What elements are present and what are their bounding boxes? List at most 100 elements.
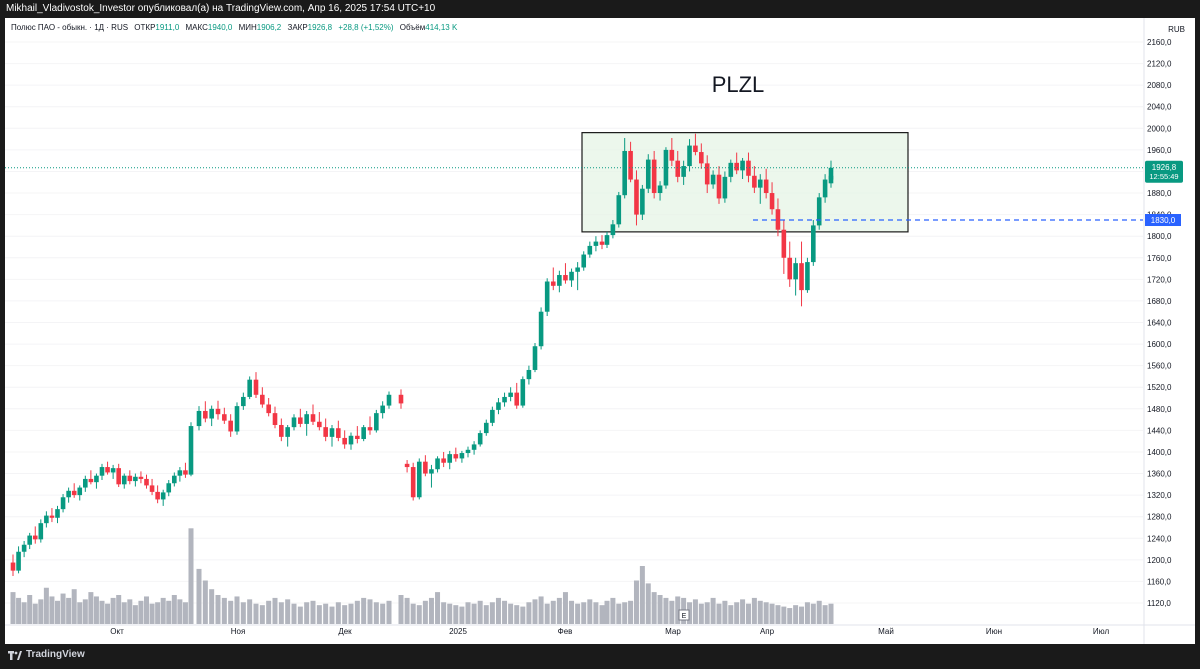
- low-label: МИН: [238, 23, 257, 32]
- candle-body: [49, 515, 55, 518]
- last-price-text: 1926,8: [1152, 163, 1177, 172]
- chart-panel[interactable]: 2160,02120,02080,02040,02000,01960,01920…: [5, 18, 1195, 644]
- candle-body: [651, 159, 657, 194]
- chart-canvas[interactable]: 2160,02120,02080,02040,02000,01960,01920…: [5, 18, 1195, 644]
- candle-body: [121, 475, 127, 485]
- volume-bar: [77, 602, 83, 624]
- candle-body: [166, 483, 172, 493]
- candle-body: [196, 410, 202, 427]
- volume-bar: [149, 603, 155, 624]
- volume-bar: [291, 603, 297, 624]
- candle-body: [816, 197, 822, 226]
- y-tick-label: 1560,0: [1147, 362, 1172, 371]
- candle-body: [348, 435, 354, 445]
- candle-body: [291, 417, 297, 428]
- volume-bar: [82, 599, 88, 624]
- volume-bar: [793, 605, 799, 624]
- candle-body: [569, 271, 574, 281]
- y-tick-label: 1880,0: [1147, 189, 1172, 198]
- x-tick-label: Окт: [110, 627, 124, 636]
- volume-bar: [471, 603, 477, 624]
- candle-body: [532, 346, 538, 370]
- candle-body: [94, 475, 99, 483]
- candle-body: [781, 229, 787, 258]
- symbol-name[interactable]: Полюс ПАО - обыкн. · 1Д · RUS: [11, 23, 129, 32]
- volume-bar: [799, 606, 805, 624]
- volume-bar: [60, 593, 66, 624]
- volume-bar: [367, 599, 373, 624]
- candle-body: [21, 544, 27, 552]
- candle-body: [83, 478, 88, 488]
- tradingview-logo: TradingView: [0, 644, 85, 666]
- candle-body: [416, 461, 422, 498]
- candle-body: [203, 410, 208, 419]
- publisher-text: Mikhail_Vladivostok_Investor опубликовал…: [6, 3, 436, 14]
- volume-bar: [310, 600, 316, 624]
- candle-body: [253, 379, 259, 395]
- candle-body: [483, 422, 489, 434]
- volume-bar: [240, 602, 246, 624]
- volume-bar: [329, 606, 335, 624]
- x-tick-label: Фев: [558, 627, 573, 636]
- candle-body: [822, 179, 828, 198]
- volume-bar: [769, 603, 775, 624]
- candle-body: [127, 475, 133, 482]
- candle-body: [105, 467, 110, 473]
- volume-bar: [116, 595, 122, 624]
- volume-bar: [716, 603, 722, 624]
- volume-bar: [562, 592, 568, 624]
- volume-bar: [751, 597, 757, 624]
- candle-body: [99, 467, 105, 476]
- candle-body: [520, 379, 526, 406]
- candle-body: [272, 413, 278, 425]
- volume-bar: [514, 605, 520, 624]
- candle-body: [116, 468, 121, 485]
- volume-bar: [16, 597, 22, 624]
- candle-body: [593, 241, 599, 246]
- candle-body: [304, 414, 309, 424]
- volume-bar: [386, 600, 392, 624]
- last-price-tag: [1145, 160, 1183, 183]
- volume-bar: [556, 597, 562, 624]
- volume-bar: [49, 596, 55, 624]
- candle-body: [557, 275, 562, 286]
- volume-bar: [202, 580, 208, 624]
- y-tick-label: 2080,0: [1147, 81, 1172, 90]
- y-tick-label: 1440,0: [1147, 426, 1172, 435]
- x-tick-label: Май: [878, 627, 894, 636]
- volume-bar: [477, 600, 483, 624]
- y-tick-label: 1800,0: [1147, 232, 1172, 241]
- volume-bar: [285, 599, 291, 624]
- candle-body: [575, 267, 580, 272]
- candle-body: [310, 414, 316, 422]
- candle-body: [177, 470, 183, 476]
- candle-body: [247, 379, 252, 397]
- volume-bar: [259, 605, 265, 624]
- volume-bar: [66, 597, 72, 624]
- candle-body: [752, 175, 757, 188]
- volume-bar: [43, 587, 49, 624]
- candle-body: [604, 235, 610, 245]
- candle-body: [398, 394, 404, 404]
- y-tick-label: 1520,0: [1147, 383, 1172, 392]
- candle-body: [423, 461, 428, 474]
- footer-bar: TradingView: [0, 644, 1200, 666]
- y-tick-label: 2160,0: [1147, 38, 1172, 47]
- volume-bar: [704, 602, 710, 624]
- volume-bar: [828, 608, 834, 624]
- volume-bar: [645, 583, 651, 624]
- volume-bar: [247, 599, 253, 624]
- currency-label[interactable]: RUB: [1168, 25, 1185, 34]
- candle-body: [699, 152, 704, 164]
- volume-bar: [380, 603, 386, 624]
- volume-bar: [38, 599, 44, 624]
- candle-body: [587, 245, 593, 255]
- candle-body: [285, 427, 290, 437]
- level-price-tag: [1145, 214, 1181, 227]
- volume-bar: [160, 597, 166, 624]
- tradingview-icon: [8, 650, 22, 660]
- y-tick-label: 1600,0: [1147, 340, 1172, 349]
- volume-bar: [410, 603, 416, 624]
- candle-body: [241, 396, 246, 407]
- candle-body: [599, 241, 605, 245]
